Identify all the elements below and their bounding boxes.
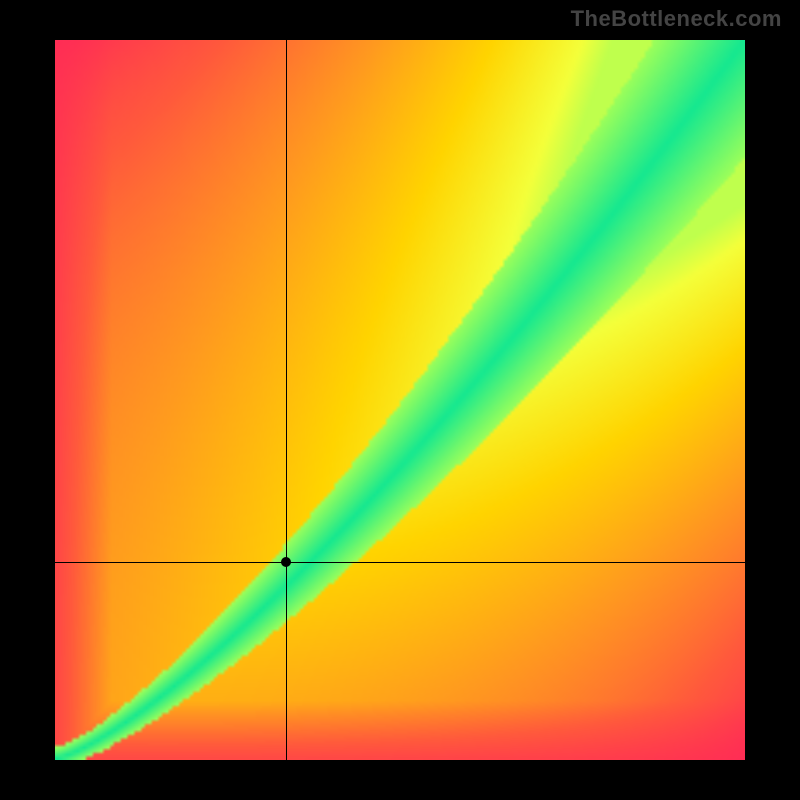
watermark-text: TheBottleneck.com: [571, 6, 782, 32]
crosshair-vertical: [286, 40, 287, 760]
crosshair-horizontal: [55, 562, 745, 563]
marker-point: [281, 557, 291, 567]
chart-plot-area: [55, 40, 745, 760]
heatmap-canvas: [55, 40, 745, 760]
